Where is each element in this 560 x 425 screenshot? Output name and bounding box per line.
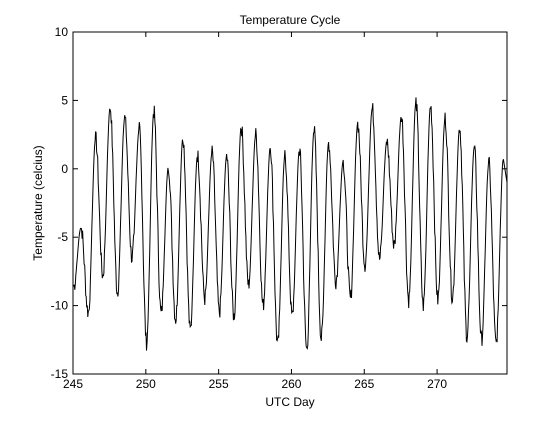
x-axis-label: UTC Day — [265, 395, 314, 409]
y-tick-label: 10 — [55, 25, 69, 39]
y-tick-label: 5 — [61, 93, 68, 107]
y-tick-label: -15 — [51, 367, 69, 381]
y-tick-label: -10 — [51, 299, 69, 313]
x-tick-label: 245 — [63, 377, 83, 391]
y-tick-label: -5 — [57, 230, 68, 244]
temperature-series-line — [73, 97, 508, 351]
x-tick-label: 270 — [427, 377, 447, 391]
ticks-layer: 245 250 255 260 265 270 -15 -10 -5 0 5 10 — [51, 25, 507, 391]
x-tick-label: 260 — [281, 377, 301, 391]
x-tick-label: 250 — [136, 377, 156, 391]
y-axis-label: Temperature (celcius) — [31, 145, 45, 260]
chart-title: Temperature Cycle — [240, 13, 341, 27]
x-tick-label: 265 — [354, 377, 374, 391]
series-layer — [73, 97, 508, 351]
axes-layer — [72, 31, 508, 375]
y-tick-label: 0 — [61, 162, 68, 176]
axes-frame — [72, 31, 508, 375]
x-tick-label: 255 — [209, 377, 229, 391]
